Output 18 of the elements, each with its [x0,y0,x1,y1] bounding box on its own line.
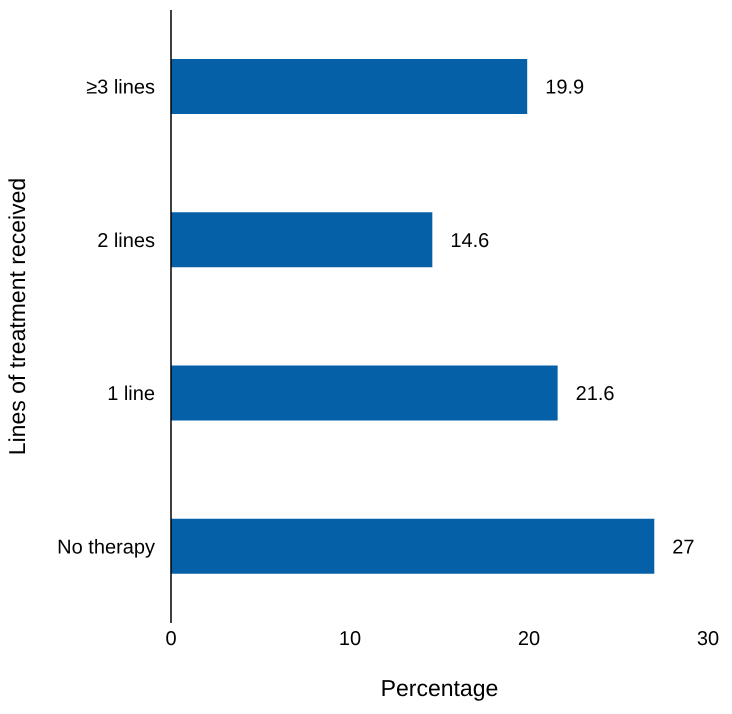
x-tick-label: 10 [338,628,362,650]
y-tick-label: No therapy [57,536,155,558]
bar [171,212,432,268]
x-tick-label: 0 [165,628,177,650]
y-tick-label: 1 line [107,383,155,406]
y-axis-title: Lines of treatment received [4,178,30,456]
bar [171,518,654,574]
data-label: 19.9 [545,76,584,99]
y-tick-label: ≥3 lines [86,76,155,99]
y-tick-label: 2 lines [97,230,155,252]
x-axis-title: Percentage [380,675,498,701]
x-tick-label: 20 [518,628,540,650]
data-label: 21.6 [576,383,615,406]
data-label: 14.6 [450,230,490,252]
data-label: 27 [672,536,695,558]
bar [171,59,528,114]
x-tick-label: 30 [696,628,720,650]
bar [171,366,558,421]
